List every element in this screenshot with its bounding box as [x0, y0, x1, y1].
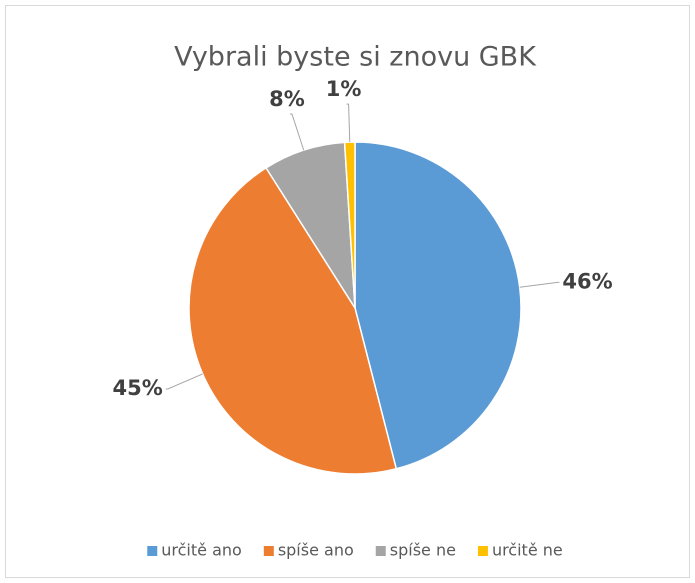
legend-swatch [477, 546, 488, 556]
data-label: 8% [269, 87, 305, 111]
leader-line [165, 373, 203, 390]
pie-slice [343, 141, 356, 309]
legend-swatch [263, 546, 274, 556]
legend-label: určitě ne [492, 541, 563, 560]
pie-slice [354, 141, 522, 470]
legend-label: spíše ne [390, 541, 456, 560]
legend-label: určitě ano [161, 541, 242, 560]
data-label: 1% [326, 77, 362, 101]
legend-swatch [147, 546, 158, 556]
data-label: 45% [113, 376, 163, 400]
leader-line [519, 281, 560, 288]
legend-swatch [375, 546, 386, 556]
leader-line [289, 113, 305, 151]
leader-line [346, 103, 351, 143]
legend-label: spíše ano [278, 541, 354, 560]
data-label: 46% [562, 269, 612, 293]
pie-slice [188, 166, 398, 475]
chart-title: Vybrali byste si znovu GBK [174, 42, 537, 73]
